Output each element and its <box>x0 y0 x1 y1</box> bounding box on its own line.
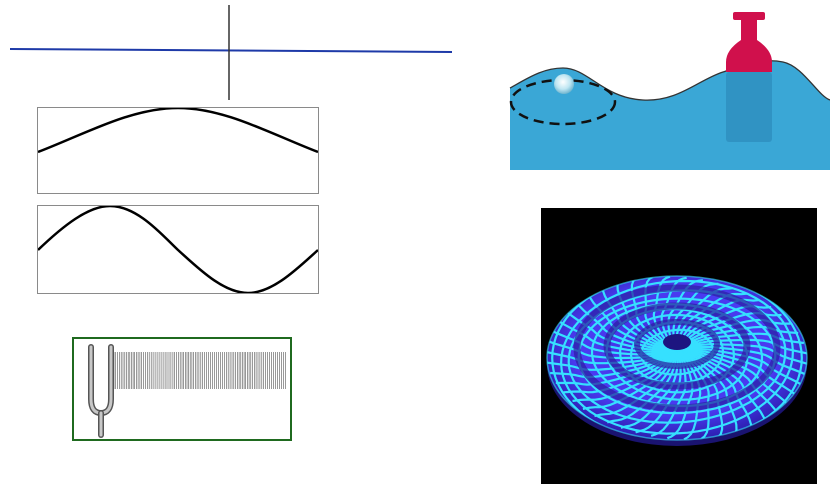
tuning-fork-diagram <box>88 344 286 438</box>
short-wave-svg <box>38 206 318 293</box>
grid-spoke <box>676 349 724 439</box>
grid-spoke <box>676 348 753 430</box>
grid-spoke <box>676 345 807 377</box>
gravitational-wave-panel <box>541 208 817 484</box>
stretched-string <box>9 48 453 53</box>
tuning-fork-panel <box>72 337 292 441</box>
grid-ring <box>619 313 735 394</box>
gravitational-wave-image <box>546 275 808 446</box>
wave-plot-short <box>37 205 319 294</box>
grid-spoke <box>676 349 710 440</box>
buoy-icon <box>726 12 772 142</box>
grid-spoke <box>676 348 780 417</box>
long-wave-svg <box>38 108 318 154</box>
wave-plot-long <box>37 107 319 194</box>
long-wave-curve <box>38 108 318 154</box>
ripple-rings <box>573 284 781 412</box>
tuning-fork-icon <box>88 344 114 438</box>
grid-spoke <box>676 342 807 366</box>
grid-ring <box>559 279 795 435</box>
water-wave-diagram <box>509 12 830 170</box>
short-wave-curve <box>38 206 318 293</box>
water-surface-outline <box>509 60 830 101</box>
sound-wave-lines <box>113 352 286 389</box>
string-diagram <box>9 5 453 100</box>
floating-ball-icon <box>554 74 574 94</box>
water-wave-panel <box>508 0 830 170</box>
grid-spoke <box>676 348 767 424</box>
grid-spoke <box>676 349 738 435</box>
string-wave-panel <box>0 0 460 300</box>
